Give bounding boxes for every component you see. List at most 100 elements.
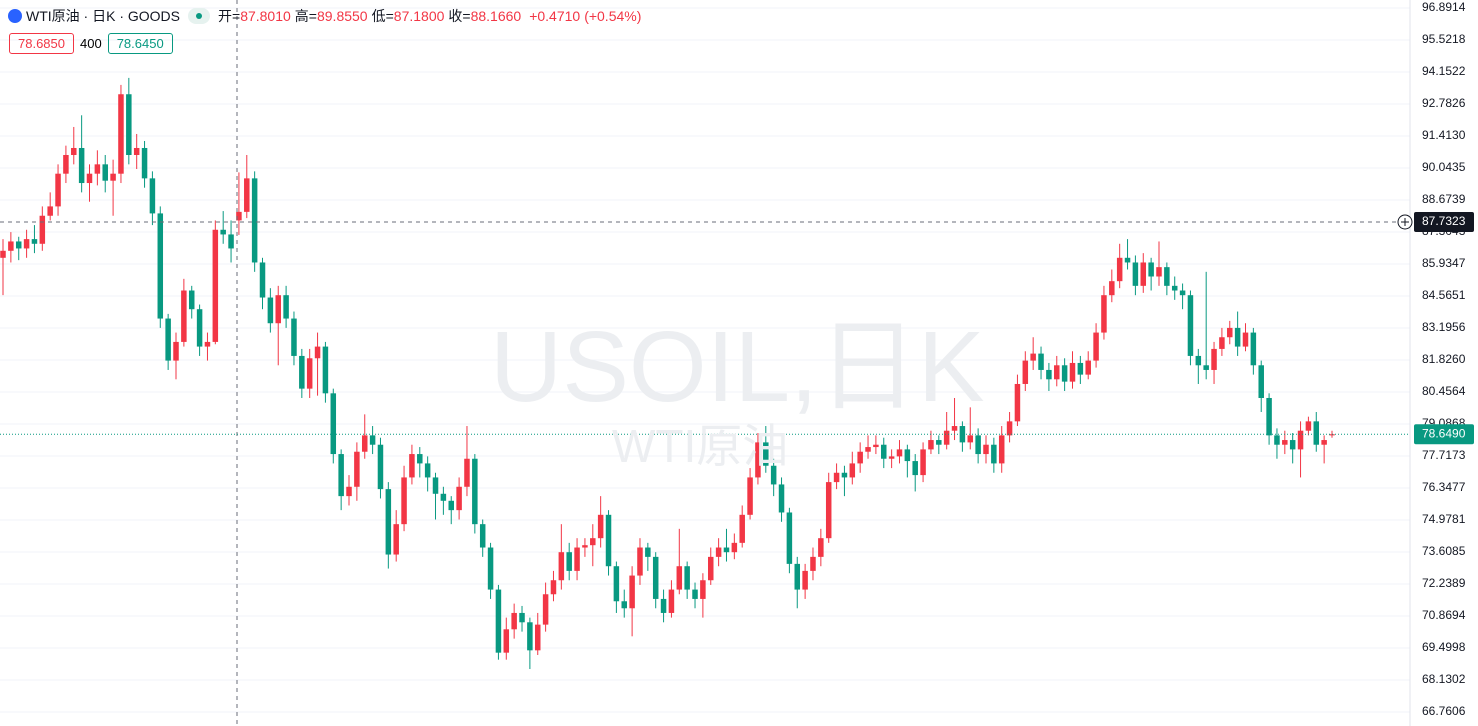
- candle-body: [385, 489, 392, 555]
- candle-body: [582, 545, 588, 548]
- candle-body: [1124, 257, 1131, 263]
- candle-body: [440, 493, 447, 501]
- candle-body: [330, 393, 337, 455]
- symbol-title[interactable]: WTI原油 · 日K · GOODS: [26, 8, 180, 24]
- y-tick-label: 90.0435: [1422, 160, 1466, 174]
- candle-body: [621, 601, 627, 609]
- candle-body: [78, 147, 85, 184]
- candle-body: [1030, 353, 1036, 361]
- y-tick-label: 85.9347: [1422, 256, 1466, 270]
- candle-body: [71, 147, 77, 155]
- candle-body: [700, 580, 706, 599]
- candle-body: [236, 211, 242, 221]
- candle-body: [896, 449, 903, 457]
- y-tick-label: 72.2389: [1422, 576, 1466, 590]
- candle-body: [998, 435, 1005, 464]
- candle-body: [456, 486, 462, 511]
- grid: [0, 7, 1410, 713]
- candle-body: [165, 318, 171, 361]
- candle-body: [346, 486, 352, 497]
- y-tick-label: 91.4130: [1422, 128, 1466, 142]
- candle-body: [15, 241, 22, 249]
- market-status[interactable]: [188, 8, 210, 24]
- candle-body: [1171, 285, 1178, 291]
- candle-body: [1289, 440, 1296, 450]
- candle-body: [566, 552, 572, 571]
- candle-body: [991, 444, 997, 464]
- candle-body: [1069, 362, 1076, 382]
- candle-body: [755, 442, 761, 478]
- candle-body: [770, 465, 777, 485]
- candle-body: [393, 524, 399, 555]
- candle-body: [637, 547, 643, 576]
- candle-body: [1101, 295, 1107, 333]
- candle-body: [731, 542, 738, 553]
- candle-body: [188, 290, 195, 310]
- candle-body: [605, 514, 612, 567]
- candle-body: [676, 566, 683, 590]
- candle-body: [1148, 262, 1154, 277]
- candle-body: [464, 458, 470, 487]
- candle-body: [424, 463, 431, 478]
- candle-body: [291, 318, 297, 356]
- candle-body: [220, 229, 226, 235]
- candle-body: [157, 213, 164, 319]
- candle-body: [133, 147, 140, 155]
- ask-price[interactable]: 78.6450: [107, 33, 173, 54]
- candle-body: [283, 295, 289, 319]
- y-tick-label: 69.4998: [1422, 640, 1466, 654]
- candle-body: [912, 461, 918, 476]
- candle-body: [1203, 365, 1209, 370]
- y-tick-label: 73.6085: [1422, 544, 1466, 558]
- candle-body: [1156, 267, 1162, 277]
- candle-body: [141, 147, 148, 179]
- candle-body: [1282, 440, 1288, 445]
- candle-body: [314, 346, 321, 359]
- candle-body: [951, 426, 958, 431]
- bid-price[interactable]: 78.6850: [9, 33, 74, 54]
- candle-body: [983, 444, 989, 455]
- candle-body: [645, 547, 651, 557]
- candle-body: [1006, 421, 1013, 436]
- y-tick-label: 76.3477: [1422, 480, 1466, 494]
- candle-body: [810, 556, 816, 571]
- y-tick-label: 88.6739: [1422, 192, 1466, 206]
- candle-body: [204, 341, 211, 347]
- candle-body: [259, 262, 266, 298]
- candle-body: [1321, 440, 1327, 445]
- open-value: 87.8010: [240, 8, 291, 24]
- candle-body: [873, 444, 879, 448]
- candle-body: [1061, 365, 1068, 382]
- candle-body: [920, 449, 926, 476]
- candle-body: [1274, 435, 1280, 445]
- candle-body: [0, 250, 6, 258]
- candle-body: [943, 430, 950, 445]
- candle-body: [1132, 262, 1139, 286]
- crosshair-price-label: 87.7323: [1422, 214, 1466, 228]
- candle-body: [244, 178, 250, 212]
- candle-body: [936, 440, 942, 445]
- candle-body: [881, 444, 887, 459]
- candle-body: [1093, 332, 1099, 361]
- open-label: 开=: [218, 8, 241, 24]
- candle-body: [1116, 257, 1123, 282]
- y-tick-label: 70.8694: [1422, 608, 1466, 622]
- candle-body: [1195, 355, 1202, 366]
- low-value: 87.1800: [393, 8, 445, 24]
- candle-body: [802, 570, 808, 590]
- candle-body: [833, 472, 840, 483]
- candle-body: [1179, 290, 1186, 296]
- candle-body: [715, 547, 722, 557]
- candle-body: [63, 154, 69, 174]
- candle-body: [487, 547, 494, 590]
- candle-body: [495, 589, 502, 653]
- candle-body: [708, 556, 714, 581]
- candle-body: [299, 355, 305, 389]
- candle-body: [1305, 421, 1312, 431]
- candle-body: [1234, 327, 1241, 347]
- candle-body: [181, 290, 187, 342]
- low-label: 低=: [371, 8, 394, 24]
